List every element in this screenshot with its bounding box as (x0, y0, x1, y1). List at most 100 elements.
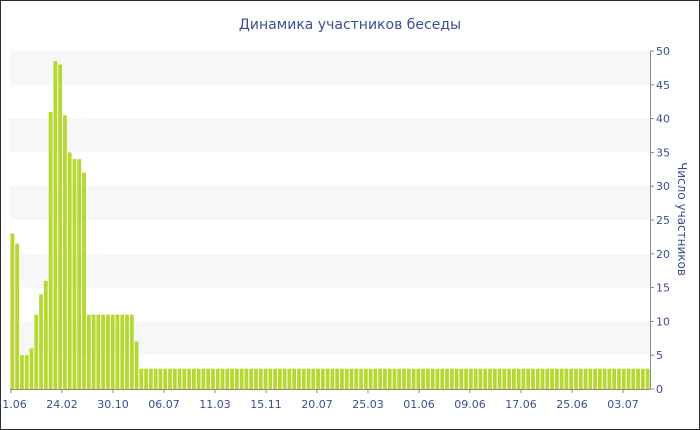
bar (172, 368, 177, 389)
bar (273, 368, 277, 389)
bar (134, 341, 139, 389)
bar (268, 368, 273, 389)
bar (72, 159, 77, 389)
bar (344, 368, 349, 389)
bar (249, 368, 254, 389)
bar (340, 368, 344, 389)
bar (220, 368, 225, 389)
bar (464, 368, 469, 389)
bar (297, 368, 301, 389)
y-tick-label: 25 (656, 214, 670, 227)
bar (621, 368, 626, 389)
bar (106, 314, 110, 389)
bar (397, 368, 402, 389)
bar (234, 368, 239, 389)
bar (554, 368, 559, 389)
bar (148, 368, 153, 389)
bar (411, 368, 416, 389)
bar (48, 111, 53, 389)
bar (535, 368, 540, 389)
bar (626, 368, 631, 389)
bar (430, 368, 435, 389)
bar (445, 368, 449, 389)
bar (287, 368, 292, 389)
bar (421, 368, 426, 389)
bar (91, 314, 96, 389)
bar (63, 115, 67, 389)
bar (182, 368, 187, 389)
y-tick-label: 5 (656, 349, 663, 362)
x-tick-label: 25.03 (352, 398, 384, 411)
bar (177, 368, 182, 389)
x-tick-label: 17.06 (505, 398, 537, 411)
bar (349, 368, 354, 389)
bar (320, 368, 325, 389)
bar (129, 314, 134, 389)
bar (359, 368, 363, 389)
bar (406, 368, 411, 389)
bar (311, 368, 316, 389)
bar (29, 348, 34, 389)
x-tick-label: 21.06 (0, 398, 27, 411)
bar (82, 172, 86, 389)
bar (363, 368, 368, 389)
x-tick-label: 30.10 (97, 398, 129, 411)
y-axis-title: Число участников (675, 162, 689, 276)
bar (254, 368, 258, 389)
bar (101, 314, 106, 389)
x-tick-label: 24.02 (46, 398, 78, 411)
bar (354, 368, 359, 389)
bar (526, 368, 531, 389)
bar (383, 368, 387, 389)
bar (636, 368, 640, 389)
grid-band (10, 51, 650, 85)
x-tick-label: 20.07 (301, 398, 333, 411)
bar (454, 368, 459, 389)
bar (20, 355, 24, 389)
bar (258, 368, 263, 389)
bar (316, 368, 320, 389)
bar (602, 368, 607, 389)
bar (330, 368, 335, 389)
bar (43, 280, 48, 389)
bar (640, 368, 645, 389)
bar (426, 368, 430, 389)
bar (435, 368, 440, 389)
bar (449, 368, 454, 389)
x-tick-label: 09.06 (454, 398, 486, 411)
bar (440, 368, 445, 389)
bar (416, 368, 421, 389)
bar (24, 355, 29, 389)
bar (77, 159, 82, 389)
bar (588, 368, 593, 389)
bar (492, 368, 497, 389)
y-tick-label: 15 (656, 282, 670, 295)
bar (473, 368, 478, 389)
x-tick-label: 06.07 (148, 398, 180, 411)
bar (478, 368, 483, 389)
grid-band (10, 186, 650, 220)
y-tick-label: 40 (656, 113, 670, 126)
bar (335, 368, 340, 389)
bar (645, 368, 650, 389)
bar (153, 368, 158, 389)
bar (120, 314, 125, 389)
bar (58, 64, 63, 390)
bar (206, 368, 211, 389)
y-tick-label: 35 (656, 146, 670, 159)
bar (545, 368, 550, 389)
bar (263, 368, 268, 389)
bar (277, 368, 282, 389)
bar (459, 368, 464, 389)
bar (292, 368, 297, 389)
bar (502, 368, 507, 389)
bar (593, 368, 597, 389)
bar (578, 368, 583, 389)
bar (144, 368, 149, 389)
bar (230, 368, 234, 389)
bar (67, 152, 72, 389)
chart-title: Динамика участников беседы (239, 17, 461, 33)
bar (378, 368, 383, 389)
bar (96, 314, 101, 389)
grid-bands (10, 51, 650, 356)
